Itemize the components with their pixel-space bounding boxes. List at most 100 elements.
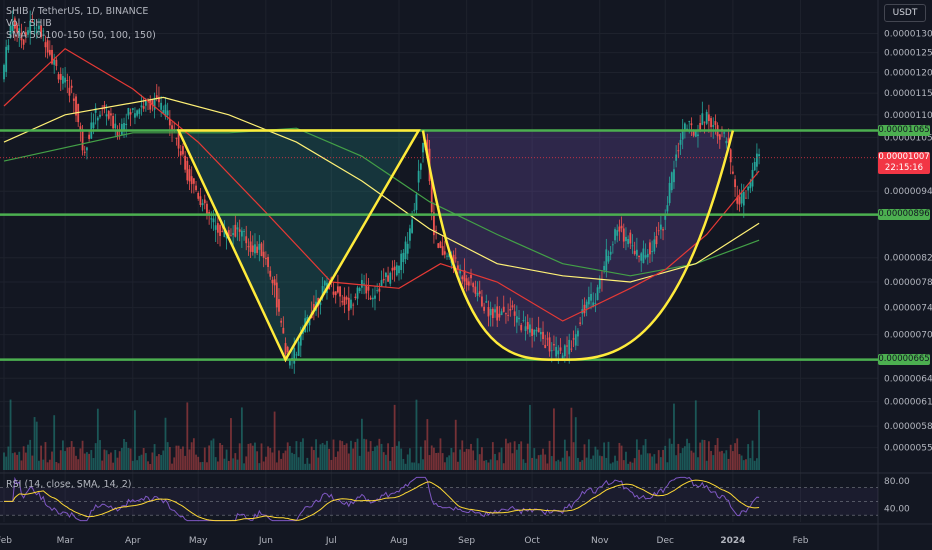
candle-body [127,108,130,116]
candle-body [496,306,499,321]
volume-bar [398,441,400,470]
currency-button[interactable]: USDT [884,4,926,22]
volume-bar [498,452,501,470]
volume-bar [343,445,346,470]
volume-bar [27,444,29,470]
volume-bar [363,438,365,470]
volume-bar [22,446,25,470]
candle-body [280,320,283,323]
volume-bar [38,460,40,470]
candle-body [197,192,200,199]
candle-body [179,151,182,156]
volume-bar [42,459,45,470]
volume-bar [747,444,750,470]
volume-bar [433,447,435,470]
volume-bar [548,440,551,470]
candle-body [27,30,29,35]
candle-body [107,111,110,119]
candle-body [291,357,293,359]
candle-body [502,306,505,312]
volume-bar [683,446,686,470]
volume-bar [147,461,149,470]
candle-body [103,105,106,110]
volume-bar [232,458,235,470]
volume-bar [424,440,427,470]
symbol-title[interactable]: SHIB / TetherUS, 1D, BINANCE [6,6,149,17]
volume-bar [570,407,573,470]
chart-legend: SHIB / TetherUS, 1D, BINANCE Vol · SHIB … [6,6,156,42]
time-axis[interactable]: Feb Mar Apr May Jun Jul Aug Sep Oct Nov Dec 2024 Feb [0,536,809,546]
candle-body [723,132,726,134]
candle-body [710,118,712,128]
volume-bar [437,452,440,470]
candle-body [745,197,747,199]
candle-body [376,290,379,292]
volume-legend[interactable]: Vol · SHIB [6,18,52,29]
volume-bar [489,459,492,470]
volume-bar [336,451,339,470]
candle-body [33,27,36,29]
volume-bar [463,451,466,470]
volume-bar [387,443,389,470]
volume-bar [360,418,363,470]
volume-bar [96,408,99,470]
volume-bar [350,440,352,470]
volume-bar [592,455,595,470]
volume-bar [659,457,662,470]
volume-bar [542,448,544,470]
candle-body [256,246,259,253]
candle-body [7,45,10,51]
candle-body [48,49,51,55]
candle-body [629,232,632,244]
candle-body [758,154,760,157]
volume-bar [566,450,568,470]
candle-body [336,286,339,293]
candle-body [92,122,95,129]
sma-legend[interactable]: SMA 50-100-150 (50, 100, 150) [6,30,156,41]
candle-body [474,286,477,294]
volume-bar [441,453,444,470]
volume-bar [173,457,176,470]
candle-body [177,132,180,149]
candle-body [232,233,235,235]
candle-body [738,196,741,205]
rsi-tick-label: 40.00 [884,504,910,514]
volume-bar [5,456,8,470]
rsi-legend[interactable]: RSI (14, close, SMA, 14, 2) [6,479,132,490]
volume-bar [417,463,420,470]
volume-bar [105,450,108,470]
candle-body [439,241,442,248]
last-price-tag: 0.00001007 22:15:16 [878,151,930,174]
volume-bar [334,456,337,470]
pattern-drawings[interactable] [176,129,735,363]
volume-bar [515,449,518,470]
volume-bar [413,462,416,470]
time-tick-label: Jun [258,536,273,546]
volume-bar [448,455,451,470]
volume-bar [662,449,664,470]
candle-body [491,308,494,319]
candle-body [247,246,250,248]
volume-bar [579,461,582,470]
candle-body [96,117,99,121]
candle-body [736,196,739,204]
candle-body [168,119,171,126]
volume-bar [535,458,538,470]
candle-body [389,272,392,284]
volume-bar [577,457,579,470]
volume-bar [297,457,300,470]
volume-bar [712,455,715,470]
volume-bar [103,449,106,470]
candle-body [105,114,108,117]
candle-body [264,257,267,260]
candle-body [254,244,256,254]
candle-body [275,282,278,308]
candle-body [563,345,566,357]
volume-bar [583,444,586,470]
volume-bar [286,442,289,470]
candle-body [692,129,695,136]
